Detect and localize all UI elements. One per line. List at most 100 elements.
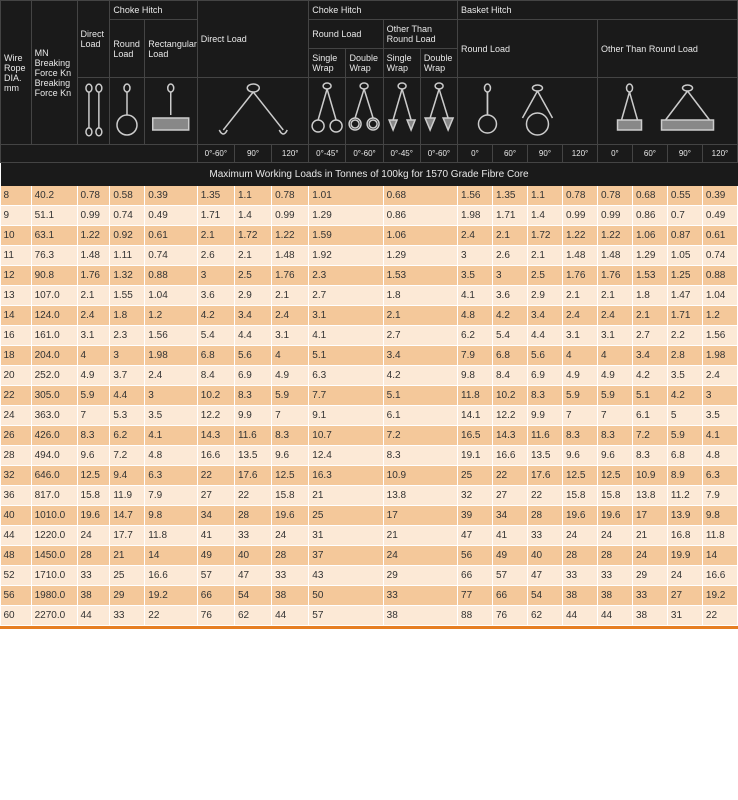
cell-c1: 12.4 — [309, 446, 383, 466]
cell-b3: 62 — [527, 606, 562, 626]
table-row: 24363.075.33.512.29.979.16.114.112.29.97… — [1, 406, 738, 426]
table-row: 602270.044332276624457388876624444383122 — [1, 606, 738, 626]
cell-b3: 1.1 — [527, 186, 562, 206]
table-row: 840.20.780.580.391.351.10.781.010.681.56… — [1, 186, 738, 206]
cell-c1: 9.1 — [309, 406, 383, 426]
cell-d1: 57 — [197, 566, 234, 586]
cell-d2: 2.9 — [234, 286, 271, 306]
cell-c1: 25 — [309, 506, 383, 526]
table-row: 32646.012.59.46.32217.612.516.310.925221… — [1, 466, 738, 486]
load-table: Wire Rope DIA. mm MN Breaking Force Kn B… — [0, 0, 738, 626]
cell-b4: 4.9 — [562, 366, 597, 386]
cell-chrect: 0.74 — [145, 246, 197, 266]
cell-chr: 4.4 — [110, 386, 145, 406]
cell-b8: 11.8 — [702, 526, 737, 546]
cell-d1: 76 — [197, 606, 234, 626]
angle-c7: 0°-60° — [420, 145, 457, 163]
cell-d2: 6.9 — [234, 366, 271, 386]
cell-b1: 6.2 — [458, 326, 493, 346]
cell-c3: 1.06 — [383, 226, 457, 246]
table-row: 26426.08.36.24.114.311.68.310.77.216.514… — [1, 426, 738, 446]
col-round-load3: Round Load — [458, 20, 598, 78]
cell-b8: 4.1 — [702, 426, 737, 446]
cell-b1: 1.98 — [458, 206, 493, 226]
cell-bf: 1980.0 — [31, 586, 77, 606]
cell-d2: 13.5 — [234, 446, 271, 466]
cell-b1: 77 — [458, 586, 493, 606]
choke-double-other-icon — [420, 78, 457, 145]
cell-dia: 48 — [1, 546, 32, 566]
cell-b2: 34 — [493, 506, 528, 526]
cell-dia: 32 — [1, 466, 32, 486]
cell-d3: 0.99 — [272, 206, 309, 226]
cell-dia: 12 — [1, 266, 32, 286]
cell-b1: 4.8 — [458, 306, 493, 326]
cell-b7: 2.8 — [667, 346, 702, 366]
cell-d1: 41 — [197, 526, 234, 546]
cell-d2: 47 — [234, 566, 271, 586]
cell-d2: 40 — [234, 546, 271, 566]
cell-bf: 646.0 — [31, 466, 77, 486]
cell-b8: 1.04 — [702, 286, 737, 306]
cell-b4: 19.6 — [562, 506, 597, 526]
cell-d3: 12.5 — [272, 466, 309, 486]
cell-b7: 1.25 — [667, 266, 702, 286]
cell-b3: 4.4 — [527, 326, 562, 346]
cell-b5: 4 — [597, 346, 632, 366]
cell-d3: 1.22 — [272, 226, 309, 246]
cell-b1: 4.1 — [458, 286, 493, 306]
cell-dia: 13 — [1, 286, 32, 306]
cell-d2: 17.6 — [234, 466, 271, 486]
angle-c11: 120° — [562, 145, 597, 163]
cell-chr: 5.3 — [110, 406, 145, 426]
cell-b5: 2.4 — [597, 306, 632, 326]
cell-c3: 4.2 — [383, 366, 457, 386]
cell-chrect: 22 — [145, 606, 197, 626]
cell-b8: 14 — [702, 546, 737, 566]
cell-d1: 2.6 — [197, 246, 234, 266]
cell-c1: 1.92 — [309, 246, 383, 266]
cell-d1: 12.2 — [197, 406, 234, 426]
choke-single-round-icon — [309, 78, 346, 145]
cell-b1: 3 — [458, 246, 493, 266]
cell-b3: 6.9 — [527, 366, 562, 386]
cell-b3: 40 — [527, 546, 562, 566]
cell-c1: 57 — [309, 606, 383, 626]
cell-b4: 28 — [562, 546, 597, 566]
cell-b8: 6.3 — [702, 466, 737, 486]
cell-b6: 29 — [632, 566, 667, 586]
cell-d1: 14.3 — [197, 426, 234, 446]
cell-b4: 2.1 — [562, 286, 597, 306]
cell-d2: 62 — [234, 606, 271, 626]
cell-b3: 28 — [527, 506, 562, 526]
cell-b1: 32 — [458, 486, 493, 506]
cell-d1: 4.2 — [197, 306, 234, 326]
cell-c1: 2.7 — [309, 286, 383, 306]
cell-b3: 2.1 — [527, 246, 562, 266]
cell-b8: 0.61 — [702, 226, 737, 246]
cell-bf: 40.2 — [31, 186, 77, 206]
cell-dl: 28 — [77, 546, 110, 566]
cell-d3: 44 — [272, 606, 309, 626]
cell-b2: 6.8 — [493, 346, 528, 366]
cell-b4: 4 — [562, 346, 597, 366]
cell-chrect: 1.56 — [145, 326, 197, 346]
cell-dl: 12.5 — [77, 466, 110, 486]
cell-d1: 8.4 — [197, 366, 234, 386]
cell-chr: 33 — [110, 606, 145, 626]
cell-d3: 2.1 — [272, 286, 309, 306]
cell-b6: 33 — [632, 586, 667, 606]
cell-d1: 1.35 — [197, 186, 234, 206]
cell-chrect: 4.8 — [145, 446, 197, 466]
cell-dia: 36 — [1, 486, 32, 506]
cell-b8: 2.4 — [702, 366, 737, 386]
cell-c3: 33 — [383, 586, 457, 606]
col-other-round2: Other Than Round Load — [597, 20, 737, 78]
choke-round-icon — [110, 78, 145, 145]
cell-c3: 3.4 — [383, 346, 457, 366]
cell-chrect: 6.3 — [145, 466, 197, 486]
cell-dia: 44 — [1, 526, 32, 546]
angle-c10: 90° — [527, 145, 562, 163]
cell-chrect: 11.8 — [145, 526, 197, 546]
cell-b6: 1.8 — [632, 286, 667, 306]
